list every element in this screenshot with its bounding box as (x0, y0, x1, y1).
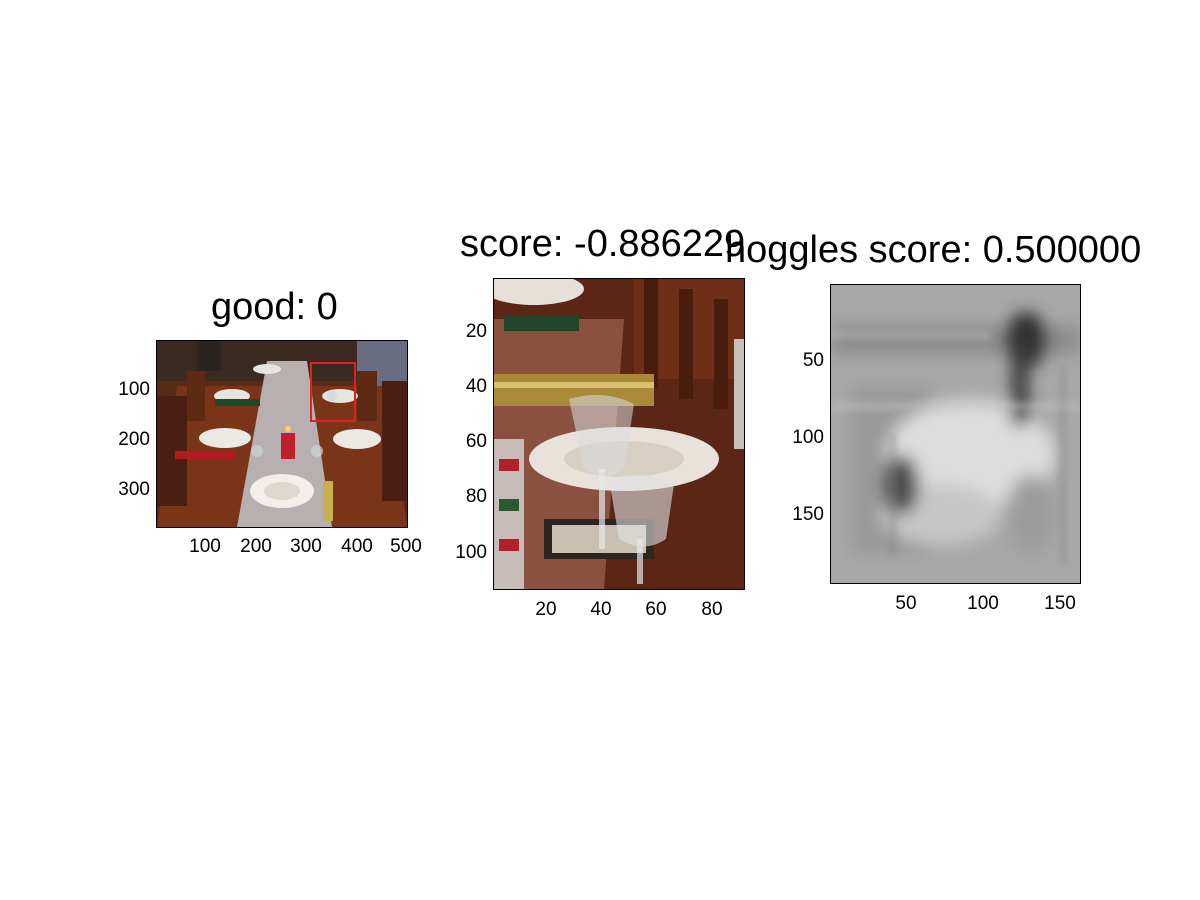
panel-2-y-tick: 80 (465, 486, 487, 507)
detection-box (310, 362, 356, 422)
panel-2-x-tick: 40 (590, 599, 612, 620)
dining-table-photo (157, 341, 407, 527)
panel-1-image-axes (156, 340, 408, 528)
panel-2-y-tick: 60 (465, 431, 487, 452)
panel-2-y-tick: 100 (455, 542, 487, 563)
panel-3-x-tick: 100 (967, 593, 999, 614)
panel-1-y-tick: 200 (118, 429, 150, 450)
panel-2-x-tick: 20 (535, 599, 557, 620)
panel-3-x-tick: 50 (895, 593, 917, 614)
panel-2-x-tick: 60 (645, 599, 667, 620)
panel-1-y-tick: 300 (118, 479, 150, 500)
grayscale-hoggles-visualization (831, 285, 1080, 583)
panel-2-x-tick: 80 (701, 599, 723, 620)
panel-2-title: score: -0.886229 (460, 223, 746, 265)
panel-1-x-tick: 100 (189, 536, 221, 557)
panel-2-y-tick: 20 (465, 321, 487, 342)
panel-1-title: good: 0 (211, 286, 338, 328)
panel-1-x-tick: 400 (341, 536, 373, 557)
panel-3-x-tick: 150 (1044, 593, 1076, 614)
cropped-wine-glasses-photo (494, 279, 744, 589)
panel-3-y-tick: 100 (792, 427, 824, 448)
panel-1-x-tick: 200 (240, 536, 272, 557)
panel-1-x-tick: 300 (290, 536, 322, 557)
panel-2-y-tick: 40 (465, 376, 487, 397)
panel-3-title: hoggles score: 0.500000 (725, 229, 1142, 271)
panel-1-x-tick: 500 (390, 536, 422, 557)
panel-2-image-axes (493, 278, 745, 590)
panel-3-y-tick: 50 (802, 350, 824, 371)
panel-1-y-tick: 100 (118, 379, 150, 400)
panel-3-image-axes (830, 284, 1081, 584)
panel-3-y-tick: 150 (792, 504, 824, 525)
